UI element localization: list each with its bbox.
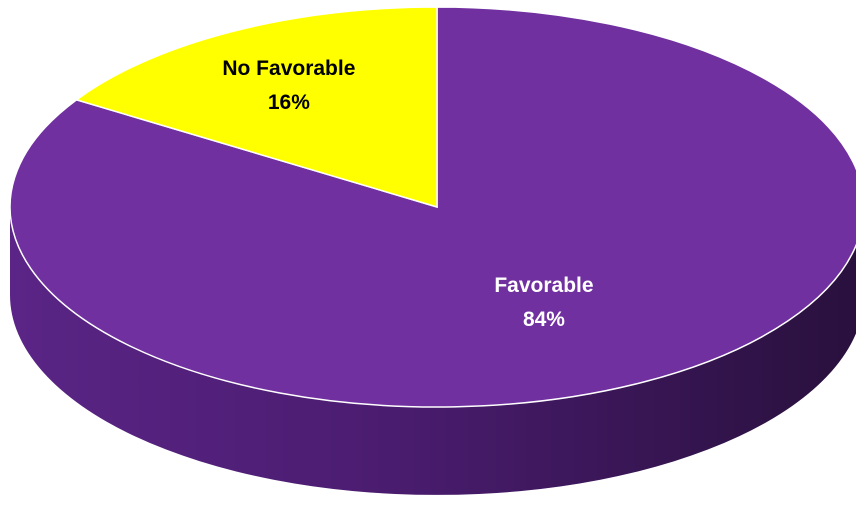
slice-label-no-favorable: No Favorable	[222, 57, 355, 80]
pie-top-face	[9, 6, 856, 408]
slice-value-no-favorable: 16%	[268, 91, 310, 114]
pie-labels: Favorable 84% No Favorable 16%	[222, 57, 593, 331]
pie-side-wall-shape	[10, 207, 856, 495]
pie-slice-favorable	[9, 6, 856, 408]
pie-side-wall	[10, 207, 856, 495]
pie-slice-no-favorable	[74, 6, 438, 209]
slice-value-favorable: 84%	[523, 308, 565, 331]
slice-label-favorable: Favorable	[494, 274, 593, 297]
